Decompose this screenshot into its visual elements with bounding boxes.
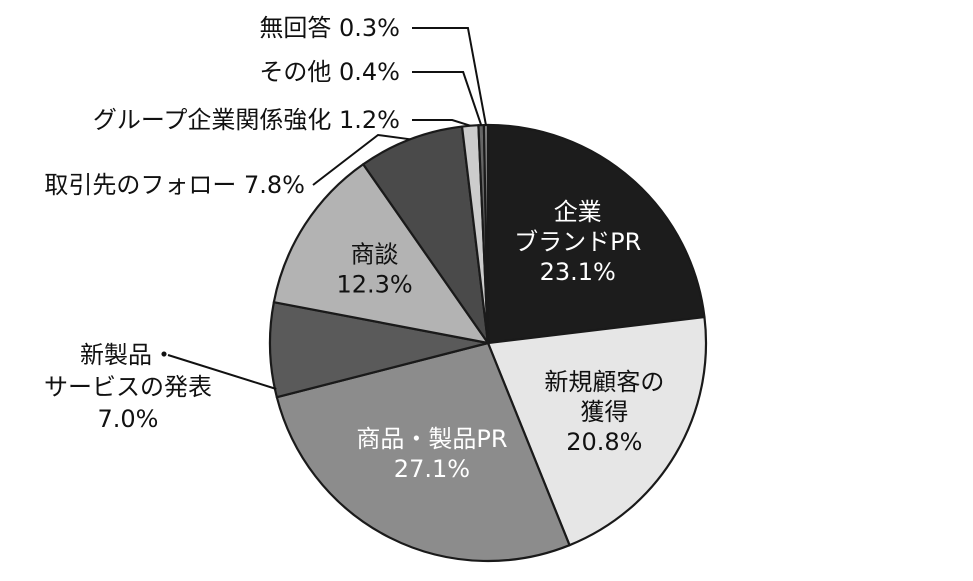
leader-line-7 [412, 71, 483, 126]
slice-label-0: 企業ブランドPR 23.1% [514, 198, 641, 286]
slice-label-5: 取引先のフォロー 7.8% [44, 171, 305, 199]
pie-slice-1 [486, 315, 708, 547]
slice-labels: 企業ブランドPR 23.1% 新規顧客の獲得 20.8% 商品・製品PR 27.1% 商談 1… [44, 14, 664, 483]
slice-label-2: 商品・製品PR 27.1% [356, 425, 507, 483]
pie-slice-0 [486, 123, 706, 345]
slice-label-8: 無回答 0.3% [259, 14, 400, 42]
leader-lines [167, 27, 487, 390]
pie-slice-8 [482, 123, 490, 345]
leader-line-6 [412, 119, 471, 127]
leader-line-8 [412, 27, 487, 126]
pie-slice-4 [272, 163, 490, 345]
slice-label-6: グループ企業関係強化 1.2% [93, 106, 400, 134]
pie-slice-5 [362, 125, 490, 345]
pie-slices [268, 123, 708, 563]
slice-label-4: 商談 12.3% [336, 241, 412, 299]
pie-slice-2 [275, 341, 571, 563]
slice-label-3: 新製品・サービスの発表 7.0% [44, 341, 212, 433]
leader-line-5 [312, 133, 411, 186]
slice-label-1: 新規顧客の獲得 20.8% [544, 368, 664, 456]
leader-line-3 [167, 354, 277, 390]
slice-label-7: その他 0.4% [259, 58, 400, 86]
